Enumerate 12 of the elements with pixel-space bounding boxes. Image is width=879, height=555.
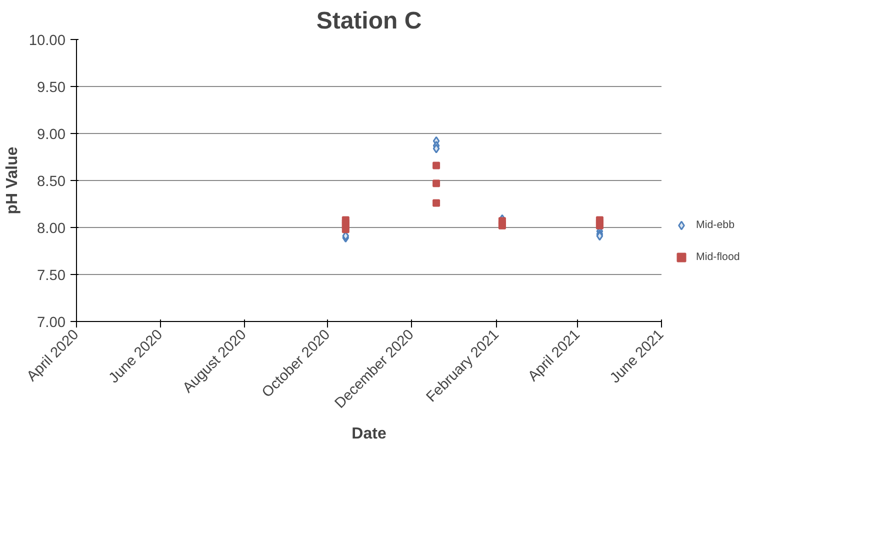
legend-label: Mid-flood: [696, 251, 740, 263]
y-axis-title: pH Value: [4, 146, 21, 214]
y-tick-label: 7.50: [36, 268, 66, 284]
legend-label: Mid-ebb: [696, 219, 734, 231]
y-tick-label: 8.00: [36, 221, 66, 237]
chart-title: Station C: [316, 8, 422, 34]
y-tick-label: 7.00: [36, 315, 66, 331]
y-tick-label: 10.00: [28, 33, 66, 49]
y-tick-label: 8.50: [36, 174, 66, 190]
y-tick-label: 9.00: [36, 127, 66, 143]
x-axis-title: Date: [352, 426, 386, 443]
y-tick-label: 9.50: [36, 80, 66, 96]
